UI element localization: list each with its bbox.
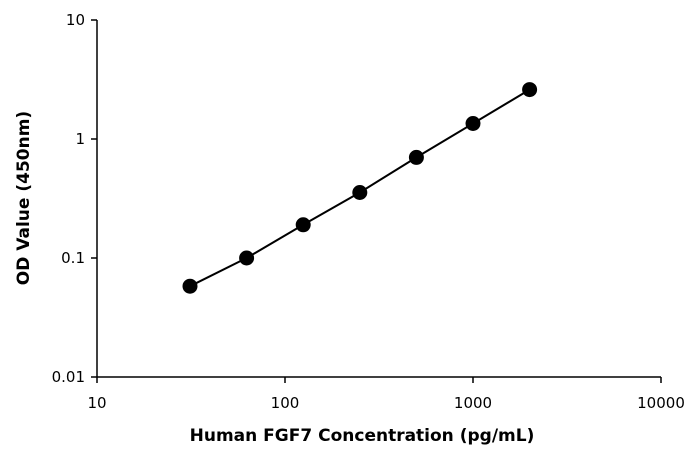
data-point bbox=[295, 217, 311, 233]
data-point bbox=[522, 82, 538, 98]
y-tick-label: 1 bbox=[75, 130, 85, 148]
y-tick-label: 10 bbox=[66, 11, 85, 29]
x-axis-title: Human FGF7 Concentration (pg/mL) bbox=[190, 426, 535, 446]
data-point bbox=[182, 278, 198, 294]
y-tick-label: 0.01 bbox=[52, 368, 85, 386]
x-tick-labels: 10 100 1000 10000 bbox=[87, 394, 684, 412]
data-point bbox=[408, 149, 424, 165]
x-tick-label: 10 bbox=[87, 394, 106, 412]
plot-area bbox=[182, 82, 538, 294]
x-tick-label: 100 bbox=[271, 394, 300, 412]
y-tick-labels: 0.01 0.1 1 10 bbox=[52, 11, 85, 386]
data-point bbox=[352, 185, 368, 200]
x-tick-label: 10000 bbox=[637, 394, 685, 412]
y-tick-label: 0.1 bbox=[61, 249, 85, 267]
x-tick-label: 1000 bbox=[454, 394, 492, 412]
data-point bbox=[465, 116, 481, 131]
y-axis-title: OD Value (450nm) bbox=[14, 111, 34, 285]
data-point bbox=[239, 250, 255, 266]
ticks bbox=[91, 19, 662, 383]
axes bbox=[96, 20, 661, 378]
